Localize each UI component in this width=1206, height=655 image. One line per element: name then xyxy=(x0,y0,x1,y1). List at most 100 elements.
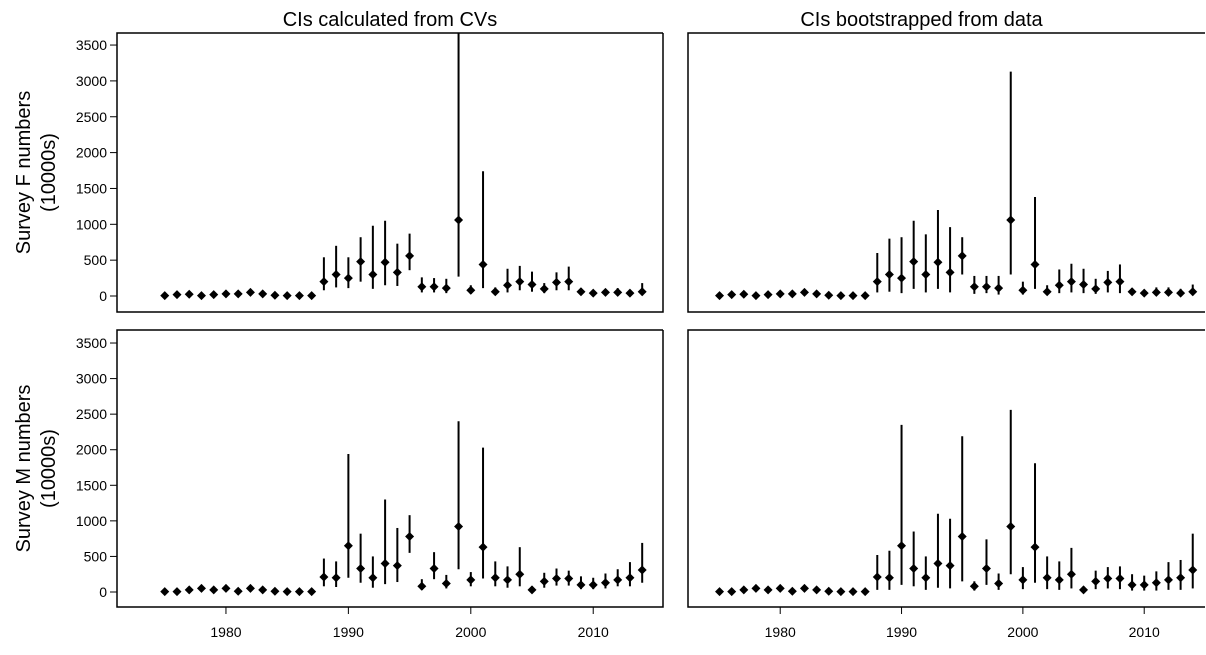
point xyxy=(490,287,500,297)
point xyxy=(897,273,907,283)
point xyxy=(233,289,243,299)
point xyxy=(380,257,390,267)
point xyxy=(897,541,907,551)
point xyxy=(184,585,194,595)
point xyxy=(860,587,870,597)
point xyxy=(1163,287,1173,297)
point xyxy=(503,575,513,585)
y-tick-label: 3500 xyxy=(76,37,107,53)
point xyxy=(380,559,390,569)
point xyxy=(454,215,464,225)
point xyxy=(994,283,1004,293)
point xyxy=(258,585,268,595)
point xyxy=(739,289,749,299)
panel-frame xyxy=(687,32,1205,313)
point xyxy=(799,287,809,297)
point xyxy=(588,580,598,590)
y-tick-label: 0 xyxy=(99,584,107,600)
point xyxy=(417,282,427,292)
point xyxy=(1030,542,1040,552)
panel-frame xyxy=(687,329,1205,608)
point xyxy=(884,269,894,279)
point xyxy=(981,282,991,292)
point xyxy=(1006,522,1016,532)
point xyxy=(751,583,761,593)
plot-area xyxy=(160,33,647,301)
point xyxy=(715,291,725,301)
point xyxy=(812,585,822,595)
y-tick-label: 3500 xyxy=(76,335,107,351)
point xyxy=(860,291,870,301)
point xyxy=(307,291,317,301)
point xyxy=(1176,573,1186,583)
panel-frame xyxy=(116,329,664,608)
point xyxy=(909,564,919,574)
point xyxy=(441,578,451,588)
x-tick-label: 2000 xyxy=(1007,624,1038,640)
point xyxy=(1079,280,1089,290)
point xyxy=(1188,287,1198,297)
point xyxy=(527,280,537,290)
point xyxy=(221,583,231,593)
point xyxy=(576,287,586,297)
point xyxy=(613,287,623,297)
point xyxy=(221,289,231,299)
y-tick-label: 0 xyxy=(99,288,107,304)
point xyxy=(1151,578,1161,588)
point xyxy=(884,573,894,583)
point xyxy=(588,288,598,298)
point xyxy=(160,291,170,301)
point xyxy=(739,585,749,595)
point xyxy=(270,586,280,596)
point xyxy=(1091,576,1101,586)
point xyxy=(909,257,919,267)
point xyxy=(637,287,647,297)
point xyxy=(1139,288,1149,298)
y-tick-label: 500 xyxy=(84,548,108,564)
y-tick-label: 1500 xyxy=(76,477,107,493)
point xyxy=(1066,277,1076,287)
point xyxy=(600,287,610,297)
y-axis-label: (10000s) xyxy=(38,429,60,508)
y-tick-label: 1000 xyxy=(76,216,107,232)
point xyxy=(1151,287,1161,297)
point xyxy=(727,290,737,300)
point xyxy=(945,267,955,277)
point xyxy=(405,532,415,542)
point xyxy=(1066,569,1076,579)
point xyxy=(245,287,255,297)
point xyxy=(466,285,476,295)
point xyxy=(1042,573,1052,583)
y-tick-label: 2000 xyxy=(76,442,107,458)
point xyxy=(824,290,834,300)
point xyxy=(872,572,882,582)
point xyxy=(307,587,317,597)
point xyxy=(282,587,292,597)
plot-area xyxy=(160,421,647,597)
point xyxy=(429,282,439,292)
point xyxy=(872,277,882,287)
point xyxy=(812,289,822,299)
point xyxy=(368,269,378,279)
point xyxy=(957,532,967,542)
point xyxy=(787,586,797,596)
point xyxy=(969,282,979,292)
point xyxy=(715,587,725,597)
point xyxy=(429,564,439,574)
panel-title: CIs bootstrapped from data xyxy=(800,9,1043,31)
point xyxy=(392,561,402,571)
point xyxy=(319,277,329,287)
point xyxy=(392,267,402,277)
point xyxy=(184,289,194,299)
point xyxy=(368,573,378,583)
point xyxy=(319,572,329,582)
point xyxy=(258,289,268,299)
point xyxy=(637,565,647,575)
point xyxy=(727,587,737,597)
point xyxy=(751,291,761,301)
panel-frame xyxy=(116,32,664,313)
point xyxy=(613,575,623,585)
point xyxy=(933,559,943,569)
point xyxy=(1127,287,1137,297)
point xyxy=(503,280,513,290)
